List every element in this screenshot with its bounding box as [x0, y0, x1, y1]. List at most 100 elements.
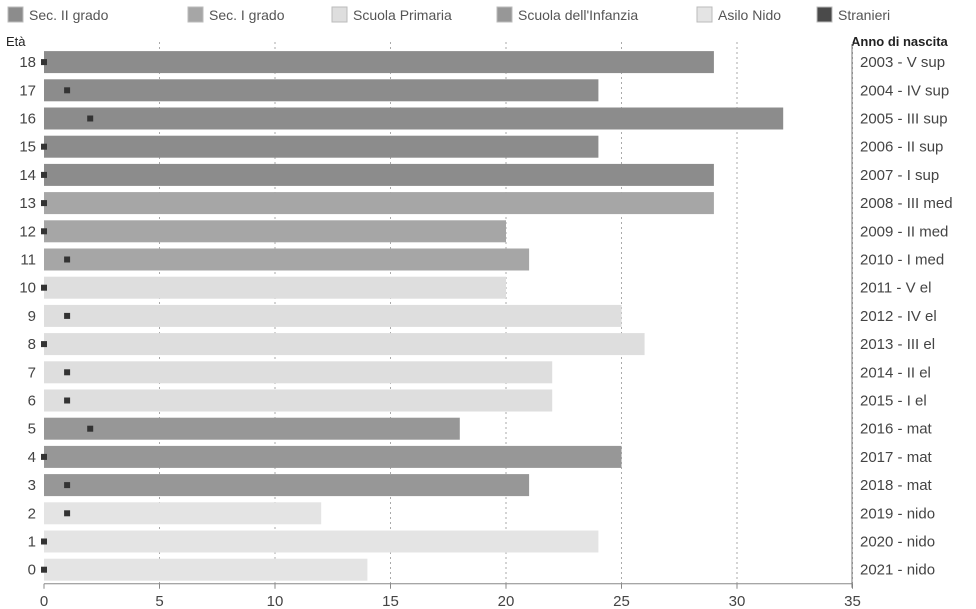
birth-year-label: 2003 - V sup: [860, 54, 945, 71]
birth-year-label: 2011 - V el: [860, 280, 931, 297]
foreign-marker: [41, 143, 47, 150]
legend-swatch: [816, 6, 833, 23]
age-label: 4: [28, 449, 36, 466]
x-tick-label: 0: [40, 593, 48, 609]
bar: [44, 389, 553, 412]
x-tick-label: 35: [844, 593, 861, 609]
foreign-marker: [64, 482, 71, 489]
age-label: 6: [28, 393, 36, 410]
legend-label: Sec. II grado: [29, 7, 109, 23]
birth-year-label: 2015 - I el: [860, 393, 927, 410]
x-tick-label: 30: [729, 593, 746, 609]
age-label: 3: [28, 477, 36, 494]
birth-year-label: 2007 - I sup: [860, 167, 939, 184]
legend-item: Scuola Primaria: [331, 6, 452, 23]
birth-year-label: 2005 - III sup: [860, 111, 948, 128]
legend-item: Stranieri: [816, 6, 890, 23]
foreign-marker: [64, 510, 71, 517]
legend-swatch: [696, 6, 713, 23]
foreign-marker: [41, 59, 47, 66]
foreign-marker: [87, 425, 94, 432]
age-label: 12: [19, 223, 36, 240]
x-tick-label: 10: [267, 593, 284, 609]
bar: [44, 107, 784, 130]
birth-year-label: 2016 - mat: [860, 421, 933, 438]
foreign-marker: [64, 369, 71, 376]
x-tick-label: 25: [613, 593, 630, 609]
foreign-marker: [41, 284, 47, 291]
legend-swatch: [496, 6, 513, 23]
x-tick-label: 15: [382, 593, 399, 609]
age-label: 11: [20, 252, 36, 269]
bar: [44, 445, 622, 468]
birth-year-label: 2013 - III el: [860, 336, 935, 353]
foreign-marker: [41, 538, 47, 545]
y-axis-title: Età: [6, 34, 26, 49]
birth-year-labels: 2003 - V sup 2004 - IV sup 2005 - III sup 2…: [860, 54, 953, 579]
bar: [44, 502, 322, 525]
bar: [44, 304, 622, 327]
legend-item: Asilo Nido: [696, 6, 781, 23]
birth-year-label: 2012 - IV el: [860, 308, 937, 325]
age-label: 8: [28, 336, 36, 353]
age-label: 10: [19, 280, 36, 297]
legend-item: Sec. I grado: [187, 6, 285, 23]
birth-year-label: 2018 - mat: [860, 477, 933, 494]
bar: [44, 474, 530, 497]
age-label: 14: [19, 167, 36, 184]
birth-year-label: 2020 - nido: [860, 534, 935, 551]
bar: [44, 276, 506, 299]
bar: [44, 333, 645, 356]
age-label: 17: [19, 82, 36, 99]
legend-swatch: [187, 6, 204, 23]
age-label: 15: [19, 139, 36, 156]
age-label: 16: [19, 111, 36, 128]
birth-year-label: 2010 - I med: [860, 252, 944, 269]
birth-year-label: 2014 - II el: [860, 364, 931, 381]
legend-label: Scuola dell'Infanzia: [518, 7, 638, 23]
legend-label: Sec. I grado: [209, 7, 285, 23]
age-label: 0: [28, 562, 36, 579]
age-label: 18: [19, 54, 36, 71]
foreign-marker: [41, 228, 47, 235]
age-label: 13: [19, 195, 36, 212]
bar: [44, 558, 368, 581]
right-axis-title: Anno di nascita: [851, 34, 949, 49]
birth-year-label: 2006 - II sup: [860, 139, 943, 156]
legend-label: Stranieri: [838, 7, 890, 23]
legend-swatch: [331, 6, 348, 23]
bar: [44, 79, 599, 102]
x-tick-label: 20: [498, 593, 515, 609]
foreign-marker: [87, 115, 94, 122]
foreign-marker: [64, 312, 71, 319]
legend-label: Asilo Nido: [718, 7, 781, 23]
foreign-marker: [41, 341, 47, 348]
x-tick-label: 5: [155, 593, 163, 609]
foreign-marker: [64, 397, 71, 404]
foreign-marker: [41, 200, 47, 207]
bar: [44, 135, 599, 158]
age-label: 5: [28, 421, 36, 438]
bar: [44, 530, 599, 553]
foreign-marker: [64, 256, 71, 263]
foreign-marker: [64, 87, 71, 94]
foreign-marker: [41, 171, 47, 178]
birth-year-label: 2004 - IV sup: [860, 82, 949, 99]
foreign-marker: [41, 566, 47, 573]
bar: [44, 361, 553, 384]
bar: [44, 220, 506, 243]
x-axis-ticks: 0 5 10 15 20 25 30 35: [40, 583, 861, 609]
birth-year-label: 2008 - III med: [860, 195, 953, 212]
legend: Sec. II grado Sec. I grado Scuola Primaria…: [7, 6, 890, 23]
legend-swatch: [7, 6, 24, 23]
birth-year-label: 2019 - nido: [860, 505, 935, 522]
bar: [44, 51, 714, 74]
age-label: 7: [28, 364, 36, 381]
bar: [44, 192, 714, 215]
age-label: 1: [28, 534, 36, 551]
bar: [44, 163, 714, 186]
bar: [44, 248, 530, 271]
birth-year-label: 2009 - II med: [860, 223, 948, 240]
